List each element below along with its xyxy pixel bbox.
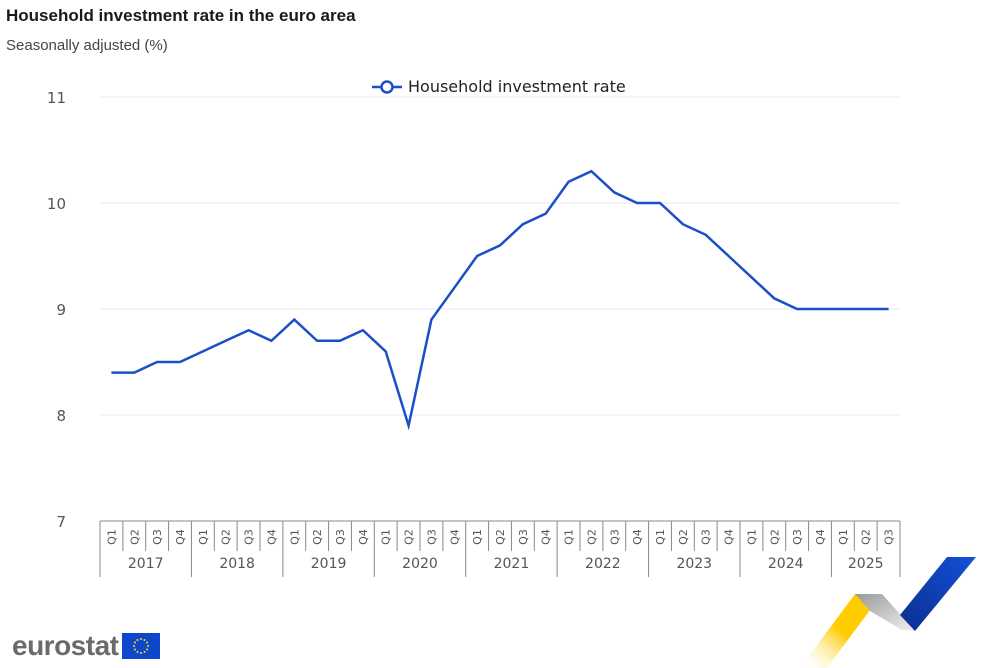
x-tick-year-label: 2019 — [311, 556, 347, 572]
x-tick-year-label: 2017 — [128, 556, 164, 572]
y-tick-label: 9 — [56, 301, 66, 319]
x-tick-quarter-label: Q1 — [288, 529, 301, 545]
x-tick-quarter-label: Q4 — [448, 529, 461, 545]
x-tick-quarter-label: Q3 — [425, 529, 438, 545]
y-axis: 7 8 9 10 11 — [47, 89, 66, 531]
x-tick-quarter-label: Q1 — [654, 529, 667, 545]
x-tick-quarter-label: Q1 — [745, 529, 758, 545]
x-tick-quarter-label: Q4 — [265, 529, 278, 545]
x-tick-quarter-label: Q1 — [197, 529, 210, 545]
x-tick-quarter-label: Q4 — [540, 529, 553, 545]
x-tick-year-label: 2018 — [219, 556, 255, 572]
legend-marker-icon — [380, 80, 394, 94]
x-tick-quarter-label: Q3 — [334, 529, 347, 545]
legend[interactable]: Household investment rate — [372, 77, 626, 96]
x-tick-quarter-label: Q4 — [814, 529, 827, 545]
eu-flag-icon — [122, 633, 161, 659]
x-tick-quarter-label: Q4 — [631, 529, 644, 545]
x-tick-year-label: 2022 — [585, 556, 621, 572]
x-tick-quarter-label: Q3 — [700, 529, 713, 545]
x-tick-quarter-label: Q2 — [677, 529, 690, 545]
x-tick-year-label: 2023 — [676, 556, 712, 572]
brand-ribbon-icon — [800, 557, 976, 668]
x-tick-quarter-label: Q4 — [357, 529, 370, 545]
x-tick-quarter-label: Q2 — [220, 529, 233, 545]
x-tick-quarter-label: Q2 — [768, 529, 781, 545]
x-tick-quarter-label: Q3 — [243, 529, 256, 545]
x-tick-year-label: 2020 — [402, 556, 438, 572]
x-tick-quarter-label: Q2 — [311, 529, 324, 545]
x-tick-quarter-label: Q3 — [151, 529, 164, 545]
x-tick-quarter-label: Q2 — [128, 529, 141, 545]
x-tick-quarter-label: Q3 — [517, 529, 530, 545]
x-tick-quarter-label: Q3 — [883, 529, 896, 545]
x-tick-quarter-label: Q1 — [837, 529, 850, 545]
grid-lines — [100, 96, 900, 416]
x-tick-year-label: 2025 — [848, 556, 884, 572]
x-tick-year-label: 2024 — [768, 556, 804, 572]
x-axis: Q1 Q2 Q3 Q4 Q1 Q2 Q3 Q4 Q1 Q2 Q3 Q4 Q1 Q2 Q3 Q4 Q1 Q2 Q3 Q4… — [99, 520, 901, 577]
legend-label: Household investment rate — [408, 77, 626, 96]
y-tick-label: 8 — [56, 407, 66, 425]
x-tick-quarter-label: Q2 — [494, 529, 507, 545]
y-tick-label: 11 — [47, 89, 66, 107]
x-tick-quarter-label: Q1 — [471, 529, 484, 545]
eurostat-logo: eurostat — [12, 630, 161, 662]
y-tick-label: 7 — [56, 513, 66, 531]
x-tick-quarter-label: Q1 — [105, 529, 118, 545]
x-tick-quarter-label: Q3 — [791, 529, 804, 545]
chart-title: Household investment rate in the euro ar… — [6, 6, 356, 25]
y-tick-label: 10 — [47, 195, 66, 213]
x-tick-quarter-label: Q2 — [403, 529, 416, 545]
x-tick-quarter-label: Q4 — [174, 529, 187, 545]
x-tick-quarter-label: Q1 — [563, 529, 576, 545]
x-tick-quarter-label: Q1 — [380, 529, 393, 545]
logo-text: eurostat — [12, 630, 119, 661]
x-tick-year-label: 2021 — [494, 556, 530, 572]
series-line-household-investment-rate[interactable] — [111, 169, 889, 431]
x-tick-quarter-label: Q2 — [860, 529, 873, 545]
chart-subtitle: Seasonally adjusted (%) — [6, 37, 168, 54]
x-tick-quarter-label: Q4 — [723, 529, 736, 545]
x-tick-quarter-label: Q3 — [608, 529, 621, 545]
x-tick-quarter-label: Q2 — [585, 529, 598, 545]
